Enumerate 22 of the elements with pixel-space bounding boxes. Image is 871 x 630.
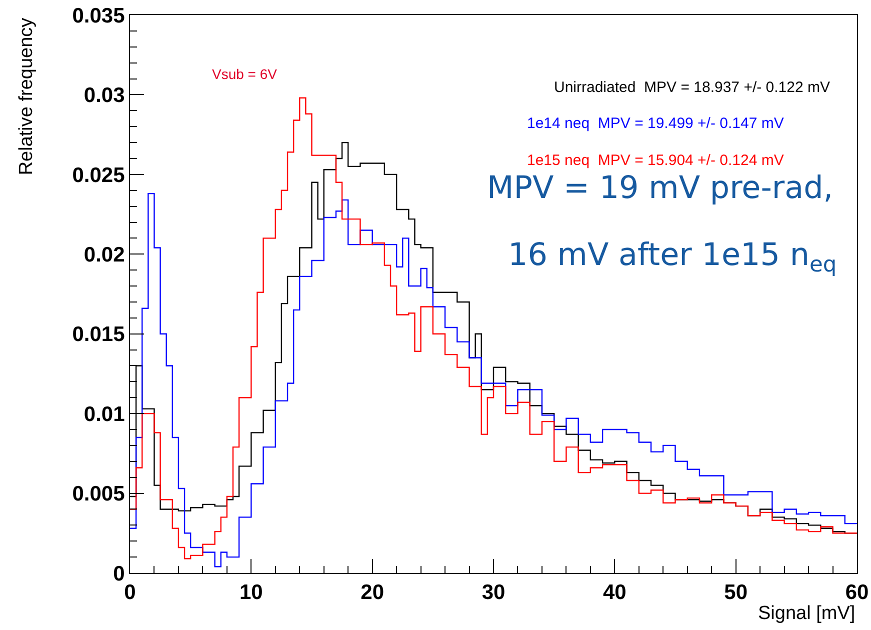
x-tick-label: 20 — [360, 581, 384, 604]
x-tick-label: 10 — [239, 581, 263, 604]
x-tick-label: 30 — [482, 581, 506, 604]
x-tick-label: 60 — [845, 581, 869, 604]
text: 1e15 neq MPV = 15.904 +/- 0.124 mV — [527, 152, 784, 169]
text: 1e14 neq MPV = 19.499 +/- 0.147 mV — [527, 115, 784, 132]
x-tick-label: 50 — [724, 581, 748, 604]
y-tick-label: 0.01 — [84, 402, 126, 426]
x-axis-title: Signal [mV] — [758, 603, 856, 624]
text: Unirradiated MPV = 18.937 +/- 0.122 mV — [554, 79, 830, 96]
y-axis-title: Relative frequency — [16, 17, 38, 176]
x-tick-label: 40 — [602, 581, 626, 604]
y-tick-label: 0.03 — [84, 84, 125, 108]
y-tick-label: 0.005 — [72, 482, 126, 506]
y-tick-label: 0.015 — [72, 323, 126, 346]
y-tick-label: 0.035 — [72, 4, 126, 28]
annotation: Vsub = 6V — [212, 66, 278, 82]
y-tick-label: 0.025 — [72, 164, 126, 187]
y-tick-label: 0 — [113, 562, 125, 586]
annotation: 16 mV after 1e15 n$_{eq}$ — [508, 237, 837, 278]
annotation: MPV = 19 mV pre-rad, — [487, 170, 834, 206]
y-tick-label: 0.02 — [84, 243, 125, 266]
